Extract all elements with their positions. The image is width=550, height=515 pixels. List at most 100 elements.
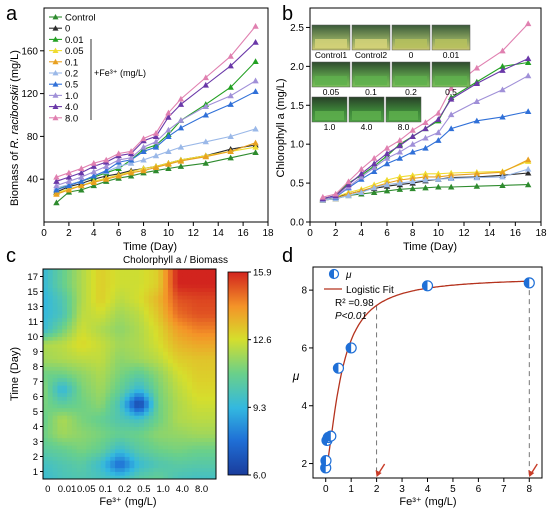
panel-c-heatmap-cell xyxy=(167,434,174,439)
panel-c-heatmap-cell xyxy=(129,464,135,469)
panel-a-ytick-label: 120 xyxy=(21,89,38,100)
panel-c-heatmap-cell xyxy=(182,441,188,446)
panel-c-heatmap-cell xyxy=(129,329,135,334)
panel-c-heatmap-cell xyxy=(43,385,49,390)
panel-c-heatmap-cell xyxy=(124,370,130,375)
panel-c-heatmap-cell xyxy=(76,385,82,390)
panel-c-heatmap-cell xyxy=(47,310,54,315)
panel-c-heatmap-cell xyxy=(95,404,102,409)
panel-c-heatmap-cell xyxy=(86,434,92,439)
panel-c-heatmap-cell xyxy=(134,272,140,277)
panel-c-heatmap-cell xyxy=(129,426,135,431)
panel-c-heatmap-cell xyxy=(201,426,207,431)
panel-c-heatmap-cell xyxy=(124,374,130,379)
panel-d-data-point-fill xyxy=(325,431,331,442)
panel-c-heatmap-cell xyxy=(139,411,145,416)
panel-b-ytick-label: 1.0 xyxy=(290,140,304,151)
panel-c-heatmap-cell xyxy=(115,299,121,304)
panel-c-heatmap-cell xyxy=(47,325,54,330)
panel-c-heatmap-cell xyxy=(167,437,174,442)
panel-c-heatmap-cell xyxy=(196,355,202,360)
panel-c-heatmap-cell xyxy=(110,411,116,416)
panel-c-heatmap-cell xyxy=(115,456,121,461)
panel-c-heatmap-cell xyxy=(196,381,202,386)
panel-a-series-point xyxy=(165,109,172,116)
panel-c-heatmap-cell xyxy=(182,366,188,371)
panel-c-heatmap-cell xyxy=(211,407,217,412)
panel-c-heatmap-cell xyxy=(196,284,202,289)
panel-c-ytick-label: 4 xyxy=(33,422,38,433)
panel-c-heatmap-cell xyxy=(71,280,78,285)
panel-c-heatmap-cell xyxy=(100,392,106,397)
panel-c-heatmap-cell xyxy=(67,359,73,364)
panel-c-heatmap-cell xyxy=(172,400,178,405)
panel-c-heatmap-cell xyxy=(139,404,145,409)
panel-c-heatmap-cell xyxy=(201,422,207,427)
panel-c-heatmap-cell xyxy=(62,449,68,454)
panel-c-heatmap-cell xyxy=(143,471,150,476)
panel-c-heatmap-cell xyxy=(153,325,159,330)
panel-c-heatmap-cell xyxy=(196,445,202,450)
panel-c-heatmap-cell xyxy=(110,302,116,307)
panel-c-heatmap-cell xyxy=(163,362,169,367)
panel-c-xtick-label: 4.0 xyxy=(176,484,189,495)
panel-c-heatmap-cell xyxy=(153,426,159,431)
panel-c-heatmap-cell xyxy=(167,419,174,424)
panel-c-heatmap-cell xyxy=(52,306,58,311)
panel-c-heatmap-cell xyxy=(129,284,135,289)
panel-c-heatmap-cell xyxy=(86,325,92,330)
panel-c-heatmap-cell xyxy=(100,355,106,360)
panel-c-heatmap-cell xyxy=(129,340,135,345)
panel-c-heatmap-cell xyxy=(187,430,193,435)
panel-c-heatmap-cell xyxy=(57,325,63,330)
panel-c-heatmap-cell xyxy=(182,415,188,420)
panel-c-heatmap-cell xyxy=(177,332,183,337)
panel-c-heatmap-cell xyxy=(110,284,116,289)
panel-c-heatmap-cell xyxy=(134,392,140,397)
panel-c-heatmap-cell xyxy=(110,452,116,457)
panel-c-heatmap-cell xyxy=(47,411,54,416)
panel-c-heatmap-cell xyxy=(163,340,169,345)
panel-c-heatmap-cell xyxy=(211,366,217,371)
panel-a-legend-marker xyxy=(52,81,59,87)
panel-c-heatmap-cell xyxy=(67,426,73,431)
panel-c-heatmap-cell xyxy=(115,434,121,439)
panel-c-heatmap-cell xyxy=(177,381,183,386)
panel-c-heatmap-cell xyxy=(95,430,102,435)
panel-c-heatmap-cell xyxy=(119,467,126,472)
panel-c-heatmap-cell xyxy=(143,287,150,292)
panel-b-series-point xyxy=(435,183,442,190)
panel-c-heatmap-cell xyxy=(139,321,145,326)
panel-c-heatmap-cell xyxy=(100,441,106,446)
panel-c-heatmap-cell xyxy=(115,276,121,281)
panel-c-heatmap-cell xyxy=(47,302,54,307)
panel-c-heatmap-cell xyxy=(191,377,198,382)
panel-c-heatmap-cell xyxy=(71,426,78,431)
panel-c-heatmap-cell xyxy=(196,287,202,292)
panel-c-heatmap-cell xyxy=(187,374,193,379)
panel-c-heatmap-cell xyxy=(187,392,193,397)
panel-c-heatmap-cell xyxy=(76,407,82,412)
panel-c-heatmap-cell xyxy=(76,359,82,364)
panel-c-heatmap-cell xyxy=(148,389,154,394)
panel-c-heatmap-cell xyxy=(182,430,188,435)
panel-c-heatmap-cell xyxy=(76,449,82,454)
panel-c-heatmap-cell xyxy=(196,471,202,476)
panel-c-heatmap-cell xyxy=(47,407,54,412)
panel-c-heatmap-cell xyxy=(148,284,154,289)
panel-c-heatmap-cell xyxy=(167,441,174,446)
panel-c-heatmap-cell xyxy=(158,306,164,311)
panel-c-heatmap-cell xyxy=(43,287,49,292)
panel-c-heatmap-cell xyxy=(177,437,183,442)
panel-c-heatmap-cell xyxy=(182,299,188,304)
panel-c-heatmap-cell xyxy=(43,471,49,476)
panel-c-heatmap-cell xyxy=(172,411,178,416)
panel-c-heatmap-cell xyxy=(187,377,193,382)
panel-c-heatmap-cell xyxy=(206,415,212,420)
panel-c-heatmap-cell xyxy=(62,321,68,326)
panel-c-heatmap-cell xyxy=(119,310,126,315)
panel-c-heatmap-cell xyxy=(191,460,198,465)
panel-c-heatmap-cell xyxy=(105,419,111,424)
panel-c-heatmap-cell xyxy=(115,362,121,367)
panel-c-heatmap-cell xyxy=(167,287,174,292)
